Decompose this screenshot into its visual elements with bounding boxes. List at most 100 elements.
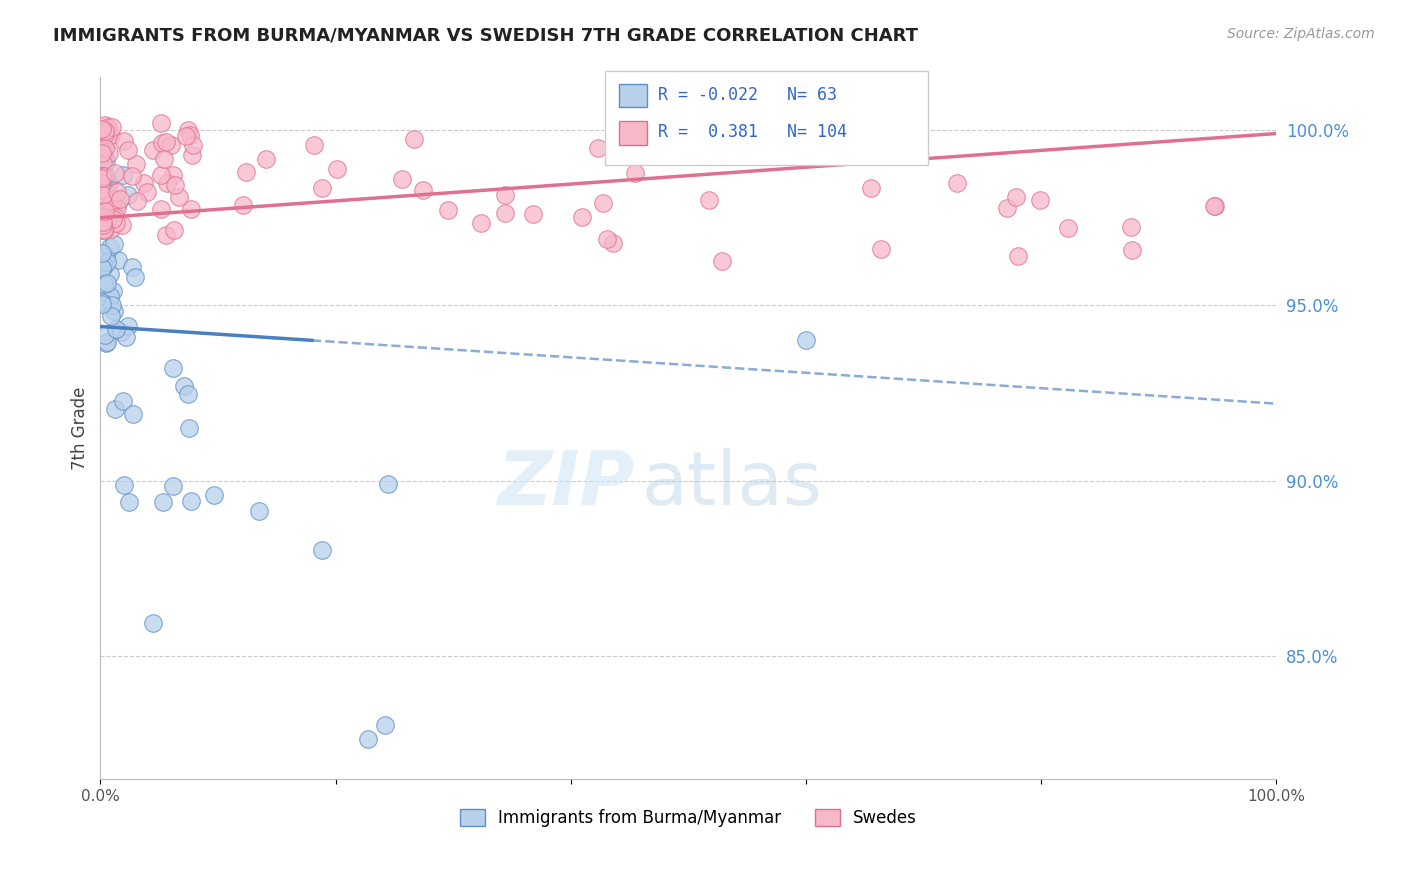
Point [103, 303, 125, 318]
Text: atlas: atlas [641, 448, 823, 521]
Point [159, 137, 181, 152]
Point [121, 260, 143, 274]
Point [794, 334, 817, 348]
Point [93, 178, 115, 193]
Point [1121, 244, 1143, 258]
Point [326, 162, 349, 177]
Point [111, 218, 134, 232]
Point [103, 284, 125, 298]
Point [155, 227, 177, 242]
Point [142, 143, 165, 157]
Point [181, 148, 204, 162]
Text: R =  0.381: R = 0.381 [658, 123, 758, 141]
Point [995, 201, 1018, 215]
Point [91, 156, 114, 170]
Text: R = -0.022: R = -0.022 [658, 87, 758, 104]
Point [162, 360, 184, 375]
Point [117, 319, 139, 334]
Point [100, 194, 122, 209]
Point [302, 138, 325, 153]
Point [93, 173, 115, 187]
Point [127, 194, 149, 208]
Point [90, 210, 112, 224]
Point [1029, 193, 1052, 207]
Point [177, 387, 200, 401]
Text: Source: ZipAtlas.com: Source: ZipAtlas.com [1227, 27, 1375, 41]
Point [1057, 221, 1080, 235]
Point [163, 223, 186, 237]
Point [91, 215, 114, 229]
Point [107, 201, 129, 215]
Point [522, 207, 544, 221]
Point [311, 542, 333, 557]
Point [98, 267, 121, 281]
Point [90, 121, 112, 136]
Point [108, 192, 131, 206]
Point [117, 143, 139, 157]
Point [94, 141, 117, 155]
Point [104, 216, 127, 230]
Point [91, 246, 114, 260]
Point [96, 186, 118, 201]
Point [96, 276, 118, 290]
Point [494, 206, 516, 220]
Point [96, 334, 118, 349]
Point [374, 718, 396, 732]
Point [235, 165, 257, 179]
Point [254, 152, 277, 166]
Point [602, 236, 624, 251]
Point [112, 393, 135, 408]
Point [1005, 190, 1028, 204]
Point [155, 135, 177, 149]
Point [377, 477, 399, 491]
Point [100, 309, 122, 323]
Point [93, 118, 115, 132]
Point [356, 731, 378, 746]
Point [94, 155, 117, 169]
Point [112, 478, 135, 492]
Point [180, 202, 202, 216]
Point [592, 196, 614, 211]
Point [98, 240, 121, 254]
Point [202, 488, 225, 502]
Point [107, 252, 129, 267]
Point [1204, 199, 1226, 213]
Point [93, 223, 115, 237]
Point [596, 232, 619, 246]
Point [571, 210, 593, 224]
Point [90, 183, 112, 197]
Point [710, 253, 733, 268]
Point [169, 190, 191, 204]
Point [179, 421, 201, 435]
Point [174, 128, 197, 143]
Point [118, 495, 141, 509]
Point [132, 176, 155, 190]
Text: N= 104: N= 104 [787, 123, 848, 141]
Y-axis label: 7th Grade: 7th Grade [72, 386, 89, 470]
Point [90, 187, 112, 202]
Point [437, 203, 460, 218]
Point [104, 210, 127, 224]
Point [173, 379, 195, 393]
Point [98, 186, 121, 201]
Point [97, 178, 120, 192]
Point [183, 137, 205, 152]
Point [110, 325, 132, 339]
Text: ZIP: ZIP [498, 448, 636, 521]
Point [163, 178, 186, 192]
Point [93, 143, 115, 157]
Point [311, 181, 333, 195]
Point [149, 168, 172, 182]
Point [101, 211, 124, 226]
Point [96, 255, 118, 269]
Point [93, 222, 115, 236]
Point [104, 166, 127, 180]
Point [150, 202, 173, 216]
Point [96, 249, 118, 263]
Point [93, 128, 115, 142]
Point [90, 297, 112, 311]
Point [1007, 249, 1029, 263]
Point [91, 191, 114, 205]
Point [402, 132, 425, 146]
Point [91, 215, 114, 229]
